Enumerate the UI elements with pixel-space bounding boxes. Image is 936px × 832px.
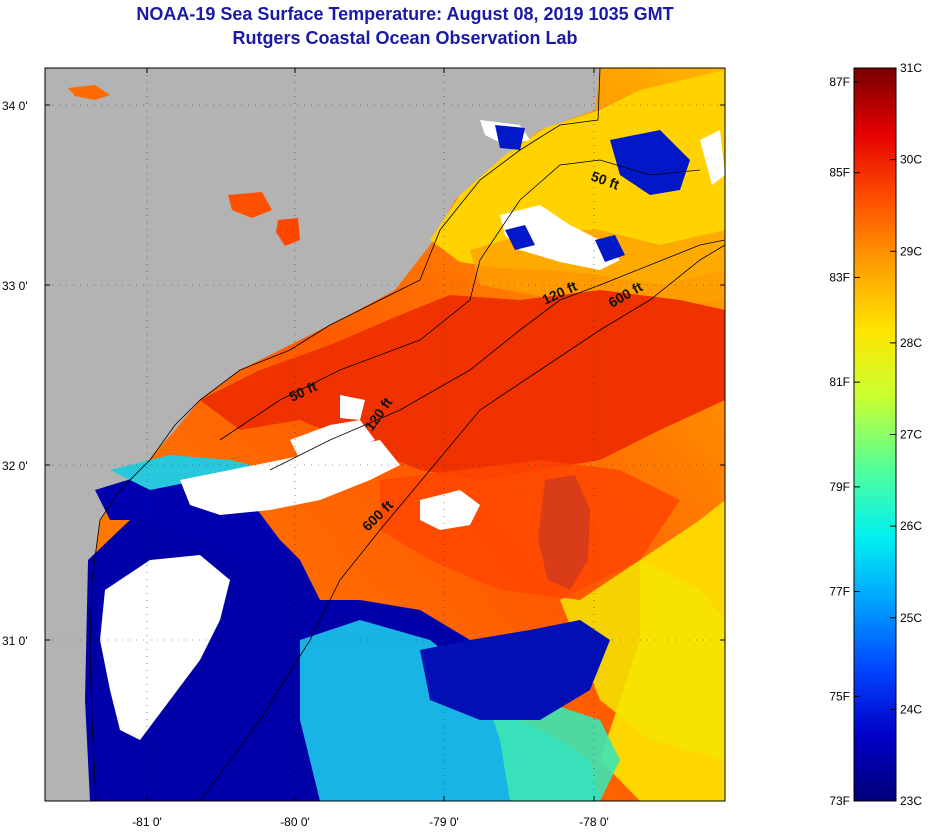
lat-label-33: 33 0' <box>2 279 28 293</box>
color-legend: 87F 85F 83F 81F 79F 77F 75F 73F 31C 30C 29C 28C 27C 2… <box>829 61 922 808</box>
colorbar-label-f: 81F <box>829 375 850 389</box>
colorbar-gradient <box>853 67 897 802</box>
colorbar-label-f: 79F <box>829 480 850 494</box>
inland-lake-1 <box>228 192 272 218</box>
colorbar-label-f: 83F <box>829 270 850 284</box>
sst-yellow-north <box>430 70 725 285</box>
inland-lake-2 <box>276 218 300 246</box>
sst-blue-patch-center <box>420 620 610 720</box>
map-frame <box>44 67 726 802</box>
colorbar-label-c: 23C <box>900 794 922 808</box>
colorbar-label-c: 31C <box>900 61 922 75</box>
lat-label-31: 31 0' <box>2 634 28 648</box>
contour-50ft <box>219 159 701 441</box>
map-subtitle: Rutgers Coastal Ocean Observation Lab <box>232 28 578 48</box>
colorbar-label-c: 29C <box>900 244 922 258</box>
lon-label-81: -81 0' <box>132 815 162 829</box>
map-title: NOAA-19 Sea Surface Temperature: August … <box>136 4 674 24</box>
lon-label-80: -80 0' <box>280 815 310 829</box>
lat-label-34: 34 0' <box>2 99 28 113</box>
colorbar-label-f: 73F <box>829 794 850 808</box>
sst-blue-patches-north <box>495 125 690 262</box>
lat-label-32: 32 0' <box>2 459 28 473</box>
colorbar-ticks: 87F 85F 83F 81F 79F 77F 75F 73F 31C 30C 29C 28C 27C 2… <box>829 61 922 808</box>
colorbar-label-c: 30C <box>900 153 922 167</box>
colorbar-label-c: 24C <box>900 702 922 716</box>
colorbar-label-f: 85F <box>829 166 850 180</box>
colorbar-label-f: 75F <box>829 689 850 703</box>
contour-120ft <box>269 239 725 471</box>
colorbar-label-c: 26C <box>900 519 922 533</box>
sst-blue-near-shore <box>95 470 300 560</box>
inland-lake-3 <box>68 85 110 100</box>
contour-600ft <box>199 244 725 801</box>
sst-yellow-east2 <box>560 560 725 760</box>
colorbar-label-f: 77F <box>829 585 850 599</box>
colorbar-label-c: 27C <box>900 428 922 442</box>
lon-label-79: -79 0' <box>429 815 459 829</box>
coastline <box>89 68 601 801</box>
colorbar-label-f: 87F <box>829 75 850 89</box>
colorbar-label-c: 28C <box>900 336 922 350</box>
colorbar-label-c: 25C <box>900 611 922 625</box>
axis-ticks <box>45 68 725 801</box>
map-plot-area <box>45 68 725 801</box>
lon-label-78: -78 0' <box>579 815 609 829</box>
